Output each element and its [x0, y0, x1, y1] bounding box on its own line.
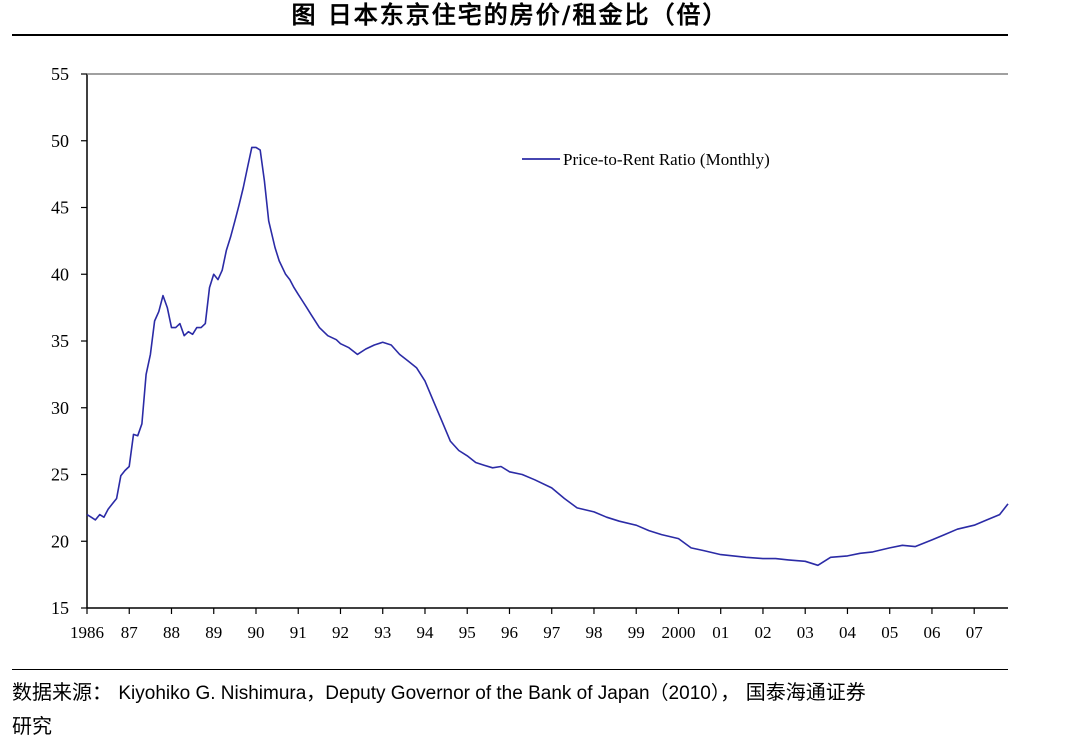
source-prefix: 数据来源： [12, 680, 112, 704]
axes-layer: 15 20 25 30 35 40 45 50 55 1986 87 88 89 90 91 92 93 94 95… [51, 64, 1008, 642]
y-tick-label: 45 [51, 198, 69, 218]
y-tick-label: 15 [51, 598, 69, 618]
y-tick-label: 20 [51, 531, 69, 551]
x-tick-label: 90 [247, 623, 264, 642]
series-layer [86, 146, 1009, 567]
x-tick-label: 87 [121, 623, 139, 642]
x-tick-label: 94 [416, 623, 434, 642]
x-tick-label: 89 [205, 623, 222, 642]
title-rule [12, 34, 1008, 36]
chart-title: 图 日本东京住宅的房价/租金比（倍） [291, 1, 729, 29]
x-tick-label: 02 [754, 623, 771, 642]
y-tick-label: 35 [51, 331, 69, 351]
x-tick-label: 95 [459, 623, 476, 642]
x-tick-label: 93 [374, 623, 391, 642]
source-rule [12, 669, 1008, 670]
x-tick-label: 04 [839, 623, 857, 642]
x-tick-label: 99 [628, 623, 645, 642]
source-line2: 研究 [12, 714, 52, 738]
x-tick-label: 2000 [661, 623, 695, 642]
x-tick-label: 01 [712, 623, 729, 642]
x-tick-label: 96 [501, 623, 518, 642]
y-tick-label: 50 [51, 131, 69, 151]
x-tick-label: 97 [543, 623, 561, 642]
y-tick-label: 55 [51, 64, 69, 84]
x-tick-label: 07 [966, 623, 984, 642]
source-text: Kiyohiko G. Nishimura，Deputy Governor of… [118, 683, 740, 704]
y-tick-label: 30 [51, 398, 69, 418]
series-line-0 [86, 146, 1009, 567]
x-tick-label: 91 [290, 623, 307, 642]
x-tick-label: 88 [163, 623, 180, 642]
y-tick-label: 25 [51, 465, 69, 485]
x-tick-label: 06 [923, 623, 940, 642]
x-tick-label: 92 [332, 623, 349, 642]
legend-label: Price-to-Rent Ratio (Monthly) [563, 150, 770, 169]
legend: Price-to-Rent Ratio (Monthly) [522, 150, 770, 169]
y-tick-label: 40 [51, 264, 69, 284]
x-tick-label: 98 [585, 623, 602, 642]
source-note: 数据来源： Kiyohiko G. Nishimura，Deputy Gover… [12, 676, 1012, 742]
chart-area: 15 20 25 30 35 40 45 50 55 1986 87 88 89 90 91 92 93 94 95… [0, 36, 1080, 668]
x-tick-label: 03 [797, 623, 814, 642]
x-tick-label: 05 [881, 623, 898, 642]
x-tick-label: 1986 [70, 623, 104, 642]
price-to-rent-chart: 15 20 25 30 35 40 45 50 55 1986 87 88 89 90 91 92 93 94 95… [51, 64, 1009, 642]
source-suffix: 国泰海通证券 [745, 680, 866, 704]
